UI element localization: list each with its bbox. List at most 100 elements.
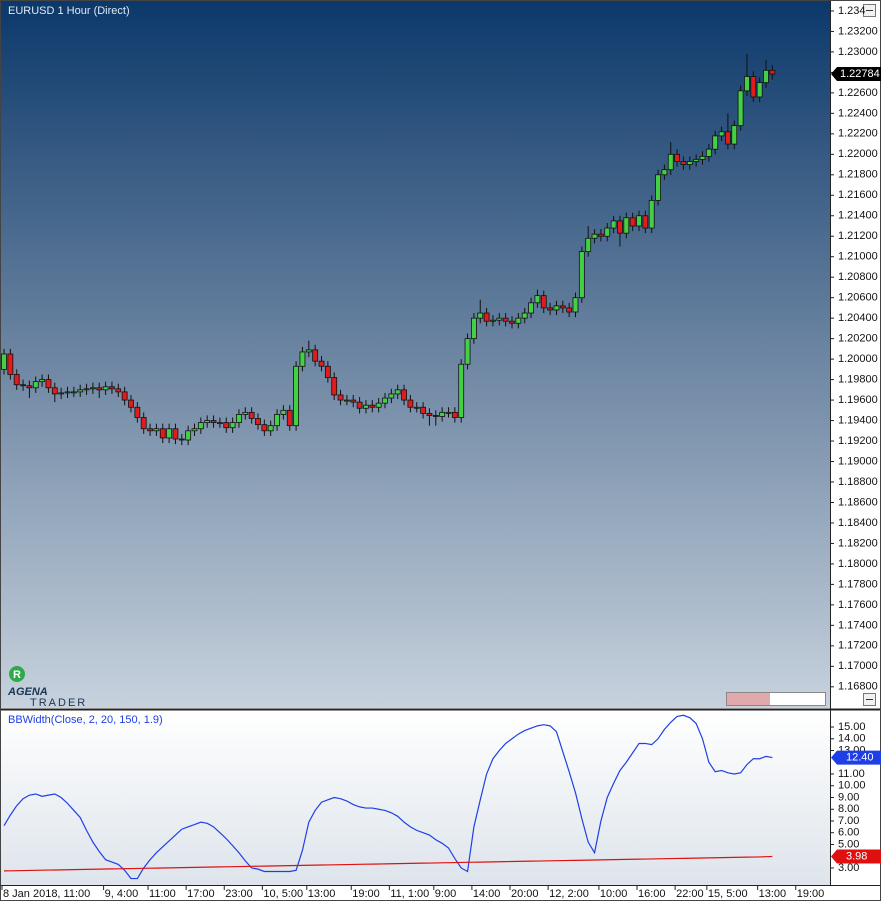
candle-body <box>407 399 414 408</box>
candle-body <box>432 415 439 417</box>
candle-body <box>185 430 192 441</box>
x-tick-label: 19:00 <box>352 888 380 900</box>
y-tick-label: 1.20000 <box>838 353 878 365</box>
candle-body <box>39 379 45 383</box>
last-price-label: 1.22784 <box>840 68 880 80</box>
candle-body <box>312 349 319 362</box>
candle-body <box>737 90 744 127</box>
candle-body <box>375 402 382 408</box>
y-tick-label: 1.20200 <box>838 333 878 345</box>
candle-body <box>470 317 477 340</box>
price-panel <box>0 0 830 708</box>
y-tick-label: 1.19200 <box>838 435 878 447</box>
candle-body <box>750 76 757 98</box>
candle-body <box>115 388 122 393</box>
candle-body <box>356 401 363 409</box>
candle-body <box>58 392 65 395</box>
candle-body <box>178 438 185 441</box>
y-tick-label: 1.17000 <box>838 660 878 672</box>
candle-body <box>534 295 541 304</box>
candle-body <box>547 307 553 311</box>
y-tick-label: 15.00 <box>838 721 866 733</box>
last-price-marker <box>831 67 881 82</box>
x-tick-label: 8 Jan 2018, 11:00 <box>3 888 90 900</box>
x-tick-label: 11, 1:00 <box>390 888 429 900</box>
x-tick-label: 14:00 <box>473 888 501 900</box>
candle-body <box>610 220 617 229</box>
candle-body <box>464 338 471 365</box>
candle-body <box>216 422 223 425</box>
candle-body <box>585 237 592 252</box>
candle-body <box>648 199 655 229</box>
candle-body <box>725 131 731 145</box>
candle-body <box>90 387 96 390</box>
candle-body <box>483 312 490 322</box>
candle-body <box>490 319 496 322</box>
logo-badge-text: R <box>13 669 21 681</box>
y-tick-label: 1.22200 <box>838 128 878 140</box>
y-tick-label: 1.21200 <box>838 230 878 242</box>
candle-body <box>642 215 649 229</box>
candle-body <box>553 305 560 311</box>
candle-body <box>166 428 173 439</box>
candle-body <box>32 381 39 389</box>
candle-body <box>744 76 750 92</box>
candle-body <box>128 399 134 408</box>
candle-body <box>401 389 407 401</box>
y-tick-label: 7.00 <box>838 815 859 827</box>
candle-body <box>394 389 401 395</box>
y-tick-label: 11.00 <box>838 768 865 780</box>
candle-body <box>7 353 14 375</box>
y-tick-label: 8.00 <box>838 803 859 815</box>
candle-body <box>528 302 534 314</box>
y-tick-label: 1.22600 <box>838 87 878 99</box>
candle-body <box>140 417 147 430</box>
candle-body <box>337 394 344 401</box>
y-tick-label: 1.19800 <box>838 374 878 386</box>
candle-body <box>591 233 598 239</box>
candle-body <box>686 161 693 165</box>
x-tick-label: 19:00 <box>797 888 825 900</box>
candle-body <box>559 305 566 309</box>
logo-badge <box>9 666 25 682</box>
y-tick-label: 1.18400 <box>838 517 878 529</box>
y-tick-label: 1.22000 <box>838 148 878 160</box>
candle-body <box>712 135 719 150</box>
candle-body <box>680 161 687 165</box>
candle-body <box>153 428 160 432</box>
y-tick-label: 1.19400 <box>838 414 878 426</box>
y-tick-label: 14.00 <box>838 733 866 745</box>
candle-body <box>388 393 395 399</box>
candle-body <box>382 397 388 404</box>
candle-body <box>756 82 763 98</box>
x-tick-label: 17:00 <box>187 888 215 900</box>
y-tick-label: 1.17400 <box>838 619 878 631</box>
candle-body <box>20 384 26 387</box>
candle-body <box>439 411 446 417</box>
candle-body <box>655 174 661 201</box>
x-tick-label: 15, 5:00 <box>708 888 748 900</box>
candle-body <box>718 131 725 137</box>
logo-tagline: TRADER <box>30 697 87 709</box>
y-tick-label: 1.17600 <box>838 599 878 611</box>
candle-body <box>324 365 331 378</box>
x-tick-label: 10, 5:00 <box>263 888 303 900</box>
candle-body <box>204 420 211 424</box>
candle-body <box>236 414 242 424</box>
value-marker <box>831 750 881 765</box>
candle-body <box>134 406 141 418</box>
candle-body <box>172 428 179 440</box>
candle-body <box>13 374 20 386</box>
candle-body <box>350 399 357 403</box>
candle-body <box>509 320 515 324</box>
x-tick-label: 11:00 <box>149 888 176 900</box>
scrollbar-thumb[interactable] <box>727 693 770 705</box>
candle-body <box>229 422 236 429</box>
candle-body <box>159 428 166 439</box>
y-tick-label: 6.00 <box>838 827 859 839</box>
candle-body <box>147 428 153 432</box>
y-tick-label: 1.21800 <box>838 169 878 181</box>
candle-body <box>731 125 738 145</box>
